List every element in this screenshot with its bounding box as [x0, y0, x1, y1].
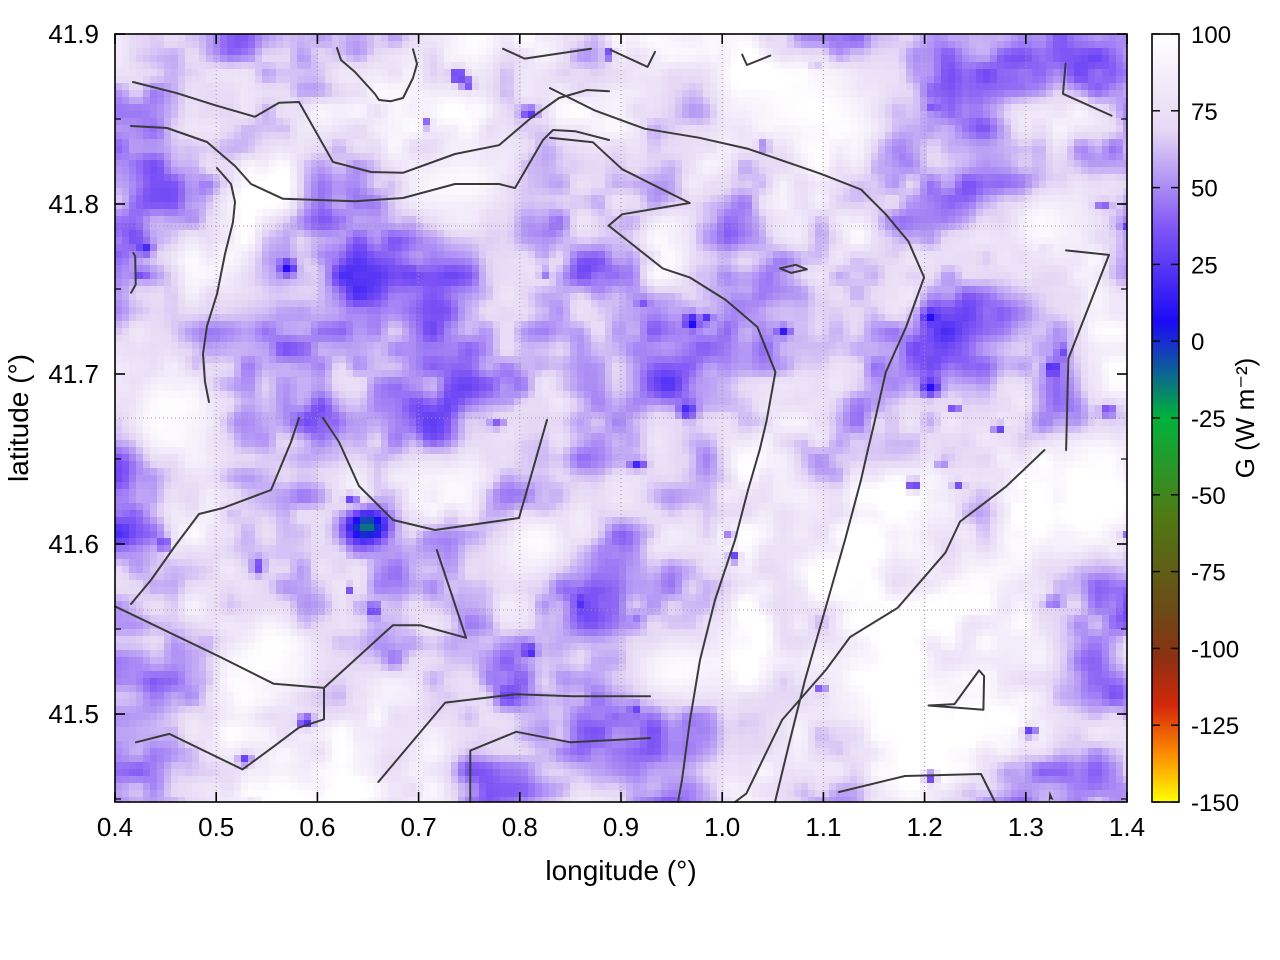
svg-text:1.1: 1.1	[805, 812, 841, 842]
svg-text:-50: -50	[1191, 483, 1226, 510]
svg-text:1.3: 1.3	[1008, 812, 1044, 842]
svg-text:0.5: 0.5	[198, 812, 234, 842]
svg-text:41.9: 41.9	[48, 19, 99, 49]
svg-text:1.4: 1.4	[1109, 812, 1145, 842]
svg-text:longitude (°): longitude (°)	[545, 855, 696, 886]
svg-text:41.7: 41.7	[48, 359, 99, 389]
svg-text:-100: -100	[1191, 636, 1239, 663]
svg-text:-25: -25	[1191, 406, 1226, 433]
svg-text:50: 50	[1191, 176, 1218, 203]
svg-text:0.4: 0.4	[97, 812, 133, 842]
svg-text:0.9: 0.9	[603, 812, 639, 842]
svg-text:1.0: 1.0	[704, 812, 740, 842]
svg-text:41.6: 41.6	[48, 529, 99, 559]
svg-text:0.8: 0.8	[502, 812, 538, 842]
svg-text:41.8: 41.8	[48, 189, 99, 219]
svg-text:1.2: 1.2	[907, 812, 943, 842]
svg-text:100: 100	[1191, 22, 1231, 49]
svg-text:-125: -125	[1191, 713, 1239, 740]
svg-text:0.6: 0.6	[299, 812, 335, 842]
svg-text:0.7: 0.7	[401, 812, 437, 842]
svg-text:25: 25	[1191, 252, 1218, 279]
svg-text:41.5: 41.5	[48, 699, 99, 729]
svg-text:0: 0	[1191, 329, 1204, 356]
svg-text:-75: -75	[1191, 560, 1226, 587]
svg-text:latitude (°): latitude (°)	[3, 354, 34, 482]
svg-text:75: 75	[1191, 99, 1218, 126]
svg-text:-150: -150	[1191, 790, 1239, 817]
svg-text:G (W m⁻²): G (W m⁻²)	[1230, 358, 1260, 479]
